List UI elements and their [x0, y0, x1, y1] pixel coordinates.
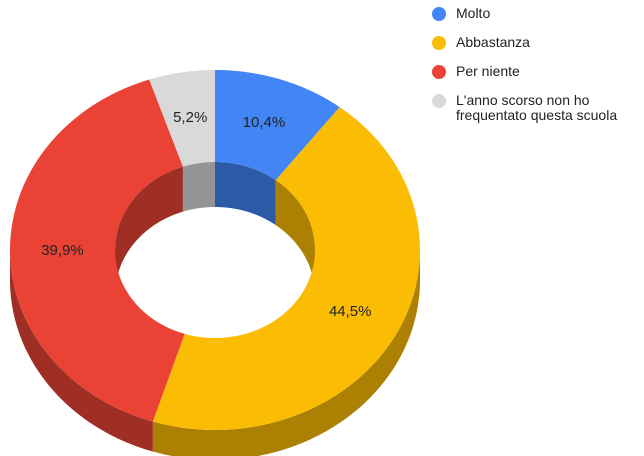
legend-marker	[432, 94, 446, 108]
legend-item: Abbastanza	[432, 35, 642, 50]
legend-label: Abbastanza	[456, 34, 530, 50]
slice	[149, 70, 215, 167]
legend-label: L'anno scorso non ho frequentato questa …	[456, 92, 618, 123]
data-label: 5,2%	[173, 109, 207, 126]
slice	[152, 107, 420, 430]
data-label: 44,5%	[329, 303, 372, 320]
legend-item: L'anno scorso non ho frequentato questa …	[432, 93, 642, 123]
legend-label: Molto	[456, 5, 491, 21]
data-label: 10,4%	[243, 114, 286, 131]
legend: Molto Abbastanza Per niente L'anno scorso n…	[432, 6, 642, 137]
slice	[215, 70, 340, 181]
legend-item: Molto	[432, 6, 642, 21]
slice	[10, 79, 185, 422]
legend-label: Per niente	[456, 63, 520, 79]
outer-wall	[152, 250, 420, 456]
legend-item: Per niente	[432, 64, 642, 79]
data-label: 39,9%	[41, 242, 84, 259]
inner-wall	[115, 166, 183, 295]
inner-wall	[215, 162, 276, 226]
pie-area: 10,4% 44,5% 39,9% 5,2%	[10, 70, 420, 456]
inner-wall	[275, 180, 315, 295]
legend-marker	[432, 7, 446, 21]
inner-wall	[182, 162, 215, 212]
legend-marker	[432, 65, 446, 79]
legend-marker	[432, 36, 446, 50]
outer-wall	[10, 250, 153, 452]
